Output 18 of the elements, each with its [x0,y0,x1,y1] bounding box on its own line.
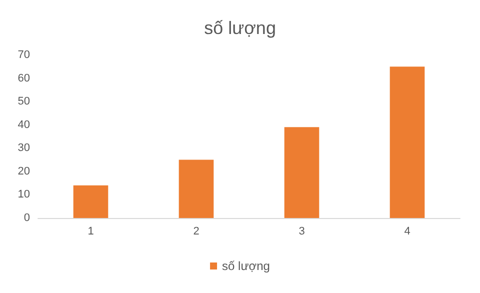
legend-label: số lượng [222,259,270,273]
y-tick-label: 10 [18,188,30,201]
x-tick-label: 4 [404,226,410,238]
y-tick-label: 50 [18,96,30,108]
bar [73,185,108,218]
x-tick-label: 1 [88,226,94,238]
y-tick-label: 60 [18,72,30,84]
y-tick-label: 40 [18,118,30,131]
x-tick-label: 2 [193,226,200,238]
y-tick-label: 20 [18,165,30,178]
y-tick-label: 30 [18,142,30,154]
chart-title: số lượng [204,18,276,38]
bar [284,127,320,218]
y-tick-label: 0 [24,212,30,224]
x-tick-label: 3 [298,226,305,238]
bar [390,66,425,218]
y-tick-label: 70 [18,49,30,61]
bar [178,160,214,218]
